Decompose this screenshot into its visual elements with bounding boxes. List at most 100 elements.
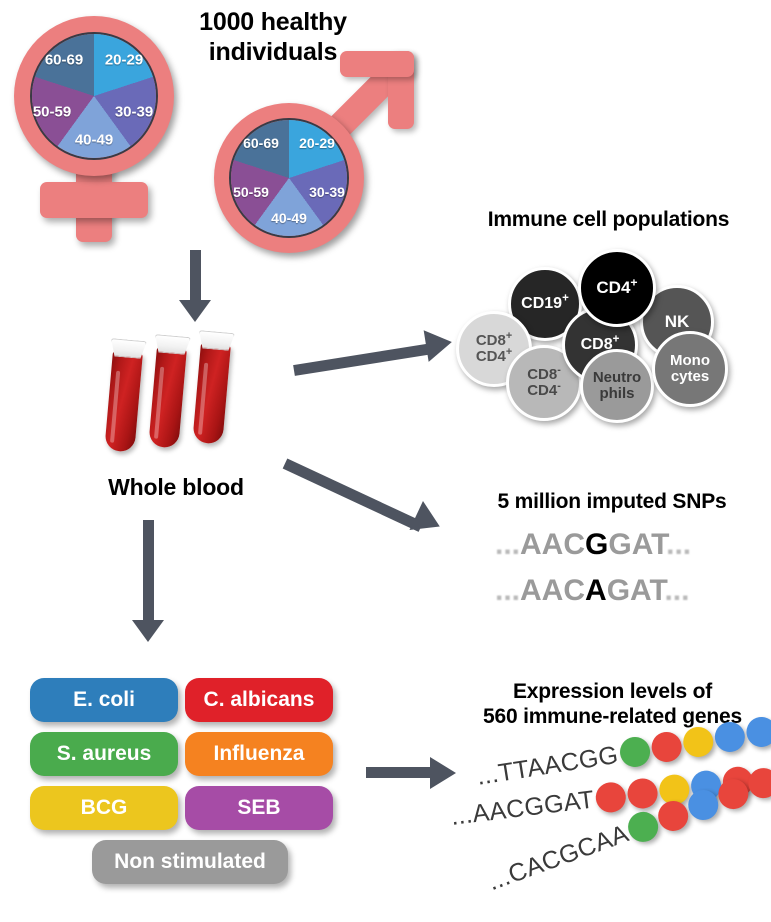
immune-cell-neutrophils: Neutro phils (580, 349, 654, 423)
expression-bead (744, 714, 771, 750)
blood-tube-gloss (109, 370, 121, 443)
female-age-label-30-39: 30-39 (114, 103, 154, 121)
expression-bead (649, 729, 684, 765)
stimulation-e-coli-label: E. coli (73, 688, 135, 711)
snps-row1-variant: G (585, 528, 609, 561)
immune-cell-cd8pos-cd4pos-line2: CD4+ (475, 346, 513, 365)
immune-cell-neutrophils-line2: phils (599, 385, 635, 402)
snps-row2-after: GAT (606, 574, 665, 607)
female-age-label-20-29: 20-29 (104, 51, 144, 69)
immune-cell-cluster: CD19+ CD4+ NK CD8+ CD8+ CD4+ (450, 245, 771, 423)
female-age-pie-slices (32, 34, 156, 158)
arrow-blood-to-snps-shaft (282, 458, 424, 532)
whole-blood-tubes (104, 340, 280, 470)
immune-cell-cd4: CD4+ (578, 249, 656, 327)
female-age-label-60-69: 60-69 (44, 51, 84, 69)
immune-cell-neutrophils-line1: Neutro (592, 369, 642, 387)
stimulation-bcg-label: BCG (80, 796, 128, 819)
stimulation-influenza-label: Influenza (213, 742, 305, 765)
male-gender-symbol: 20-29 30-39 40-49 50-59 60-69 (210, 51, 440, 255)
female-age-pie (30, 32, 158, 160)
stimulation-seb[interactable]: SEB (185, 786, 333, 830)
arrow-cohort-to-blood-shaft (190, 250, 201, 302)
expression-bead (626, 776, 660, 811)
immune-cell-cd8pos-cd4pos-line1: CD8+ (475, 330, 513, 350)
stimulation-c-albicans[interactable]: C. albicans (185, 678, 333, 722)
female-age-label-50-59: 50-59 (32, 103, 72, 121)
immune-cell-cd19-label: CD19+ (521, 292, 569, 312)
cohort-title-line2: individuals (208, 37, 338, 66)
expression-bead (617, 734, 653, 770)
blood-tube-neck (110, 338, 147, 359)
stimulation-s-aureus[interactable]: S. aureus (30, 732, 178, 776)
blood-tube-gloss (197, 362, 209, 435)
male-symbol-arrowhead-horizontal (340, 51, 414, 77)
stimulation-seb-label: SEB (237, 796, 281, 819)
snps-row2-suffix: ... (664, 574, 690, 607)
snps-sequence-row: ...AACGGAT... (495, 528, 691, 562)
expression-bead (594, 780, 628, 815)
cohort-title-line1: 1000 healthy (199, 8, 347, 36)
expression-title-line1: Expression levels of (512, 680, 713, 703)
snps-title: 5 million imputed SNPs (497, 490, 727, 513)
female-age-label-40-49: 40-49 (74, 131, 114, 149)
arrow-cohort-to-blood-head (179, 300, 211, 322)
snps-row1-before: AAC (520, 528, 586, 561)
female-gender-symbol: 20-29 30-39 40-49 50-59 60-69 (8, 12, 198, 242)
immune-cell-monocytes-line2: cytes (670, 368, 710, 385)
immune-cell-cd8neg-cd4neg-line2: CD4- (527, 380, 561, 399)
immune-cell-cd8-label: CD8+ (580, 333, 620, 353)
stimulation-influenza[interactable]: Influenza (185, 732, 333, 776)
arrow-stimulations-to-expression-head (430, 757, 456, 789)
male-age-label-40-49: 40-49 (271, 210, 307, 226)
male-age-label-30-39: 30-39 (309, 184, 345, 200)
blood-tube-body (148, 346, 187, 449)
stimulation-s-aureus-label: S. aureus (56, 742, 152, 765)
immune-cell-title: Immune cell populations (487, 208, 730, 231)
stimulation-e-coli[interactable]: E. coli (30, 678, 178, 722)
snps-row1-suffix: ... (666, 528, 692, 561)
female-symbol-crossbar (40, 182, 148, 218)
arrow-stimulations-to-expression-shaft (366, 767, 434, 778)
male-age-label-60-69: 60-69 (243, 135, 279, 151)
male-age-label-50-59: 50-59 (233, 184, 269, 200)
expression-strand-2-sequence: ...AACGGAT (449, 785, 596, 831)
immune-cell-monocytes-line1: Mono (670, 352, 710, 370)
arrow-blood-to-immune-shaft (293, 343, 434, 376)
blood-tube (103, 338, 149, 463)
snps-sequences: ...AACGGAT... ...AACAGAT... (495, 528, 745, 618)
male-age-label-20-29: 20-29 (299, 135, 335, 151)
arrow-blood-to-snps-head (409, 501, 447, 541)
arrow-blood-to-stimulations-head (132, 620, 164, 642)
stimulation-non-stimulated[interactable]: Non stimulated (92, 840, 288, 884)
stimulation-panel: E. coli C. albicans S. aureus Influenza … (30, 678, 340, 898)
snps-row1-after: GAT (608, 528, 667, 561)
snps-row2-before: AAC (520, 574, 586, 607)
cohort-title: 1000 healthy individuals (168, 8, 378, 67)
male-age-pie-slices (231, 120, 347, 236)
immune-cell-monocytes: Mono cytes (652, 331, 728, 407)
blood-tube-body (192, 342, 231, 445)
immune-cell-nk-label: NK (664, 312, 690, 332)
immune-cell-cd8neg-cd4neg-line1: CD8- (527, 364, 561, 384)
snps-row2-variant: A (585, 574, 607, 607)
expression-strands: ...TTAACGG ...AACGGAT ...CACGCAA (449, 714, 771, 910)
expression-title: Expression levels of 560 immune-related … (460, 680, 765, 730)
expression-bead (680, 724, 716, 760)
blood-tube-gloss (153, 366, 165, 439)
male-age-pie (229, 118, 349, 238)
expression-title-line2: 560 immune-related genes (483, 704, 742, 728)
blood-tube (147, 334, 193, 459)
whole-blood-label: Whole blood (108, 474, 244, 500)
immune-cell-cd4-label: CD4+ (596, 275, 638, 298)
blood-tube (191, 330, 237, 455)
stimulation-c-albicans-label: C. albicans (203, 688, 315, 711)
expression-bead (712, 719, 747, 755)
stimulation-non-stimulated-label: Non stimulated (114, 850, 266, 873)
stimulation-bcg[interactable]: BCG (30, 786, 178, 830)
snps-sequence-row: ...AACAGAT... (495, 574, 689, 608)
snps-row1-prefix: ... (495, 528, 521, 561)
expression-strand-3-sequence: ...CACGCAA (484, 818, 633, 896)
blood-tube-neck (154, 334, 191, 355)
